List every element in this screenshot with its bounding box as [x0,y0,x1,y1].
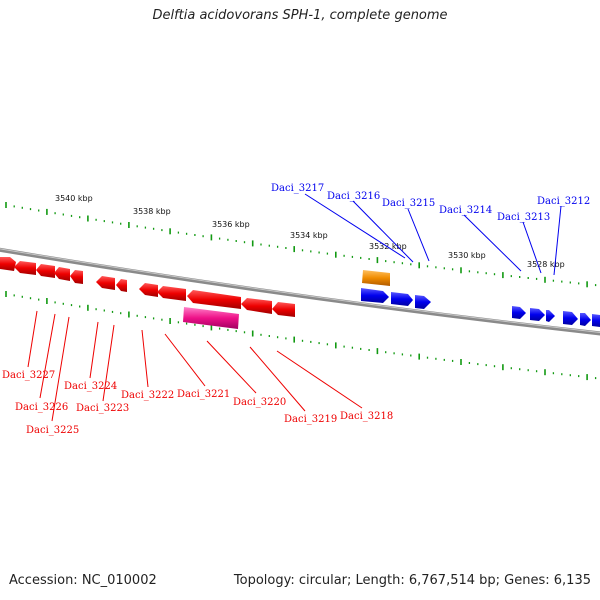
scale-ticks-outer [5,202,597,288]
scale-label: 3534 kbp [290,231,328,240]
gene-feature-reverse[interactable] [241,298,272,314]
gene-label-forward[interactable]: Daci_3216 [327,191,380,202]
gene-label-reverse[interactable]: Daci_3223 [76,403,129,414]
rna-feature[interactable] [362,270,390,286]
accession-text: Accession: NC_010002 [9,573,157,588]
gene-feature-reverse[interactable] [116,279,127,292]
gene-label-reverse[interactable]: Daci_3225 [26,425,79,436]
gene-feature-reverse[interactable] [0,257,16,271]
gene-feature-forward[interactable] [361,288,389,303]
gene-feature-forward[interactable] [546,310,555,322]
gene-feature-forward[interactable] [530,308,545,321]
gene-feature-reverse[interactable] [54,267,70,281]
gene-feature-forward[interactable] [563,311,578,325]
gene-feature-forward[interactable] [391,292,413,306]
other-feature[interactable] [183,307,239,329]
gene-feature-reverse[interactable] [139,283,158,297]
genome-backbone [0,247,600,336]
scale-label: 3540 kbp [55,194,93,203]
gene-label-forward[interactable]: Daci_3213 [497,212,550,223]
gene-feature-reverse[interactable] [157,286,186,301]
gene-label-forward[interactable]: Daci_3215 [382,198,435,209]
gene-feature-reverse[interactable] [272,302,295,317]
gene-feature-reverse[interactable] [36,264,55,278]
gene-label-forward[interactable]: Daci_3214 [439,205,492,216]
genome-summary-text: Topology: circular; Length: 6,767,514 bp… [233,573,591,588]
gene-label-forward[interactable]: Daci_3212 [537,196,590,207]
gene-feature-reverse[interactable] [14,261,36,275]
gene-label-reverse[interactable]: Daci_3221 [177,389,230,400]
scale-label: 3536 kbp [212,220,250,229]
gene-label-reverse[interactable]: Daci_3224 [64,381,117,392]
gene-feature-forward[interactable] [580,313,591,326]
gene-feature-reverse[interactable] [187,290,241,309]
reverse-strand-genes [0,257,295,317]
gene-label-reverse[interactable]: Daci_3220 [233,397,286,408]
gene-feature-forward[interactable] [415,295,431,309]
gene-feature-reverse[interactable] [70,270,83,284]
gene-feature-forward[interactable] [592,314,600,327]
gene-label-reverse[interactable]: Daci_3222 [121,390,174,401]
scale-label: 3538 kbp [133,207,171,216]
gene-label-reverse[interactable]: Daci_3219 [284,414,337,425]
gene-label-reverse[interactable]: Daci_3226 [15,402,68,413]
gene-label-reverse[interactable]: Daci_3227 [2,370,55,381]
forward-strand-genes [361,288,600,327]
scale-label: 3528 kbp [527,260,565,269]
map-title: Delftia acidovorans SPH-1, complete geno… [152,8,448,23]
gene-feature-reverse[interactable] [96,276,115,290]
reverse-gene-labels: Daci_3227 Daci_3226 Daci_3225 Daci_3224 … [2,310,393,436]
forward-gene-labels: Daci_3217 Daci_3216 Daci_3215 Daci_3214 … [271,183,590,276]
gene-feature-forward[interactable] [512,306,526,319]
scale-label: 3530 kbp [448,251,486,260]
scale-ticks-inner [5,291,597,381]
gene-label-forward[interactable]: Daci_3217 [271,183,324,194]
gene-label-reverse[interactable]: Daci_3218 [340,411,393,422]
